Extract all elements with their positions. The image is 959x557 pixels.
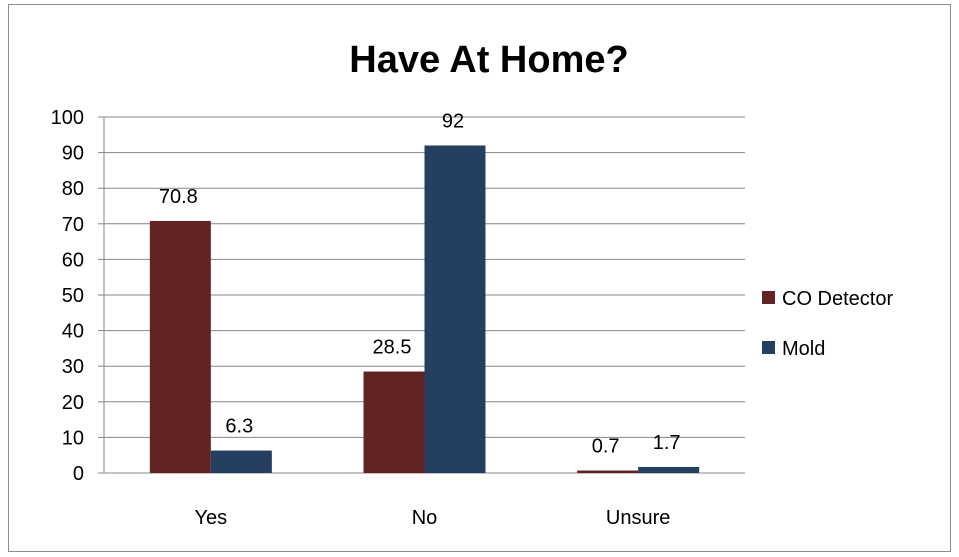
y-tick-label: 0 — [73, 463, 84, 485]
data-label: 1.7 — [653, 432, 681, 454]
bar-mold-yes — [210, 450, 272, 473]
bar-mold-no — [424, 145, 486, 474]
y-tick-label: 30 — [62, 356, 84, 378]
y-tick-label: 100 — [51, 107, 84, 129]
x-category-label: Yes — [195, 507, 228, 529]
y-tick-label: 90 — [62, 143, 84, 165]
y-tick-label: 70 — [62, 214, 84, 236]
y-tick-label: 20 — [62, 392, 84, 414]
bar-co-detector-no — [363, 371, 425, 473]
legend-label: Mold — [782, 338, 825, 360]
x-axis-categories: Yes No Unsure — [195, 507, 671, 529]
y-tick-label: 40 — [62, 321, 84, 343]
data-labels: 70.8 6.3 28.5 92 0.7 1.7 — [159, 110, 681, 457]
data-label: 0.7 — [592, 436, 620, 458]
y-tick-label: 80 — [62, 178, 84, 200]
y-tick-label: 50 — [62, 285, 84, 307]
data-label: 28.5 — [373, 337, 412, 359]
y-tick-label: 60 — [62, 249, 84, 271]
x-category-label: Unsure — [606, 507, 670, 529]
bar-co-detector-yes — [149, 220, 211, 473]
legend-swatch — [762, 341, 775, 354]
legend-label: CO Detector — [782, 288, 893, 310]
y-axis-ticks: 0 10 20 30 40 50 60 70 80 90 100 — [51, 107, 84, 485]
y-tick-label: 10 — [62, 427, 84, 449]
bar-mold-unsure — [638, 466, 700, 473]
data-label: 70.8 — [159, 186, 198, 208]
bar-co-detector-unsure — [577, 470, 639, 473]
chart-title: Have At Home? — [349, 39, 628, 81]
data-label: 92 — [442, 110, 464, 132]
legend-swatch — [762, 291, 775, 304]
x-category-label: No — [412, 507, 438, 529]
bars — [149, 145, 700, 474]
legend: CO Detector Mold — [762, 288, 893, 360]
data-label: 6.3 — [225, 416, 253, 438]
